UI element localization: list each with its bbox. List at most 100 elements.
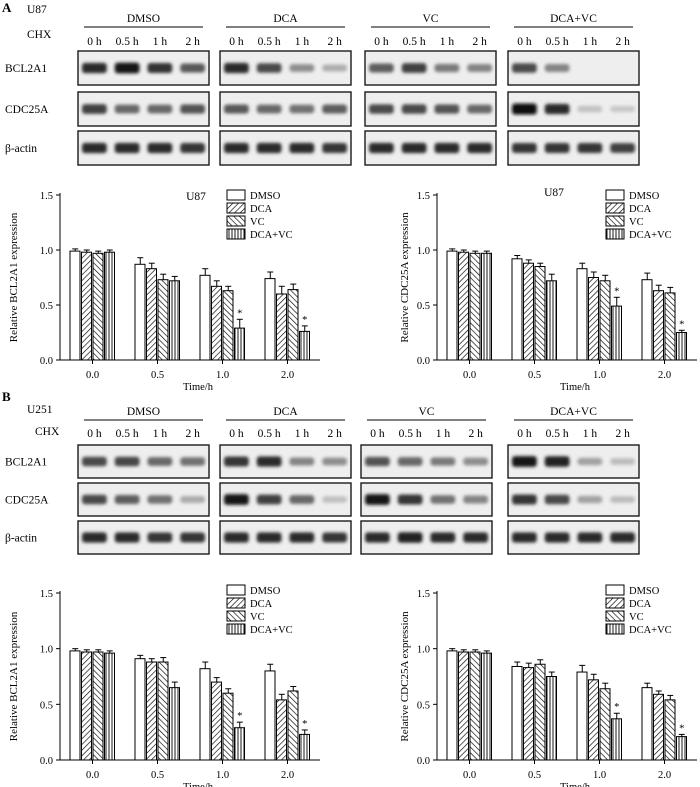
blot-band	[577, 105, 603, 113]
y-tick-label: 1.0	[40, 246, 53, 257]
legend-swatch	[226, 623, 246, 635]
bar	[299, 733, 310, 761]
timepoint-label: 0 h	[229, 428, 244, 440]
bar	[276, 293, 287, 361]
legend-swatch	[605, 215, 625, 227]
group-label: VC	[423, 13, 439, 25]
bar	[511, 665, 523, 761]
bar	[146, 661, 157, 761]
bar	[523, 667, 534, 761]
x-tick-label: 0.5	[528, 770, 541, 781]
y-tick-label: 1.5	[40, 589, 53, 600]
x-tick-label: 2.0	[281, 770, 294, 781]
blot-band	[180, 496, 205, 503]
bar	[641, 687, 653, 761]
timepoint-label: 0.5 h	[403, 36, 426, 48]
significance-marker: *	[679, 319, 684, 330]
blot-band	[397, 457, 423, 466]
blot-band	[82, 494, 107, 505]
chart-title: U87	[186, 191, 206, 203]
western-blots: CHX DMSO 0 h 0.5 h 1 h 2 h DCA 0 h 0.5 h 1 h 2 h VC…	[5, 13, 640, 166]
bar	[69, 250, 81, 361]
blot-band	[512, 143, 537, 153]
legend-label: VC	[250, 612, 265, 623]
blot-band	[610, 105, 635, 113]
legend-swatch	[226, 215, 246, 227]
bar	[211, 285, 222, 361]
legend-swatch	[605, 623, 625, 635]
protein-label: β-actin	[5, 143, 37, 155]
blot-band	[577, 495, 603, 504]
blot-band	[322, 104, 347, 114]
timepoint-label: 0.5 h	[116, 428, 139, 440]
legend-swatch	[605, 189, 625, 201]
bar	[546, 280, 557, 361]
group-label: VC	[419, 406, 435, 418]
bar	[287, 289, 299, 361]
blot-band	[224, 62, 249, 74]
timepoint-label: 1 h	[295, 36, 310, 48]
bar	[92, 651, 104, 761]
timepoint-label: 2 h	[615, 36, 630, 48]
protein-label: CDC25A	[5, 104, 49, 116]
blot-band	[467, 64, 492, 72]
blot-band	[147, 62, 173, 74]
blot-band	[289, 495, 315, 504]
blot-band	[610, 458, 635, 465]
timepoint-label: 0 h	[370, 428, 385, 440]
bar	[264, 278, 276, 361]
blot-band	[512, 456, 537, 467]
blot-band	[256, 104, 282, 114]
y-tick-label: 0.0	[417, 756, 430, 767]
bar	[458, 651, 469, 761]
blot-band	[322, 64, 347, 72]
timepoint-label: 0.5 h	[546, 428, 569, 440]
bar	[276, 699, 287, 761]
bar	[676, 332, 687, 361]
legend-swatch	[226, 584, 246, 596]
blot-band	[256, 456, 282, 467]
y-tick-label: 0.0	[40, 756, 53, 767]
significance-marker: *	[679, 723, 684, 734]
timepoint-label: 2 h	[615, 428, 630, 440]
blot-band	[430, 495, 456, 504]
bar	[653, 290, 664, 361]
bar	[169, 687, 180, 761]
bar	[523, 262, 534, 361]
bar	[222, 692, 234, 761]
x-tick-label: 0.0	[463, 370, 476, 381]
bar	[81, 651, 92, 761]
blot-band	[610, 496, 635, 503]
blot-band	[82, 104, 107, 114]
bar	[299, 330, 310, 361]
x-tick-label: 0.0	[86, 770, 99, 781]
bar	[588, 679, 599, 761]
legend-label: DCA+VC	[250, 230, 293, 241]
timepoint-label: 0.5 h	[258, 428, 281, 440]
legend-swatch	[226, 228, 246, 240]
y-tick-label: 0.5	[40, 700, 53, 711]
timepoint-label: 1 h	[295, 428, 310, 440]
y-axis-label: Relative BCL2A1 expression	[8, 212, 20, 342]
bar	[134, 263, 146, 361]
bar	[588, 277, 599, 361]
blot-band	[322, 532, 347, 543]
bar	[664, 699, 676, 761]
bar-chart: 0.0 0.5 1.0 1.5 Relative BCL2A1 expression 0.…	[8, 584, 320, 787]
bar	[146, 268, 157, 361]
x-axis-label: Time/h	[183, 382, 214, 393]
group-label: DMSO	[127, 406, 160, 418]
bar	[446, 250, 458, 361]
blot-band	[577, 457, 603, 466]
blot-band	[256, 532, 282, 543]
blot-band	[224, 456, 249, 467]
legend-label: VC	[629, 612, 644, 623]
bar	[546, 676, 557, 761]
blot-band	[82, 62, 107, 74]
protein-label: BCL2A1	[5, 63, 47, 75]
legend-label: DCA	[629, 599, 652, 610]
blot-band	[224, 494, 249, 505]
blot-band	[434, 142, 460, 154]
significance-marker: *	[302, 315, 307, 326]
timepoint-label: 1 h	[436, 428, 451, 440]
